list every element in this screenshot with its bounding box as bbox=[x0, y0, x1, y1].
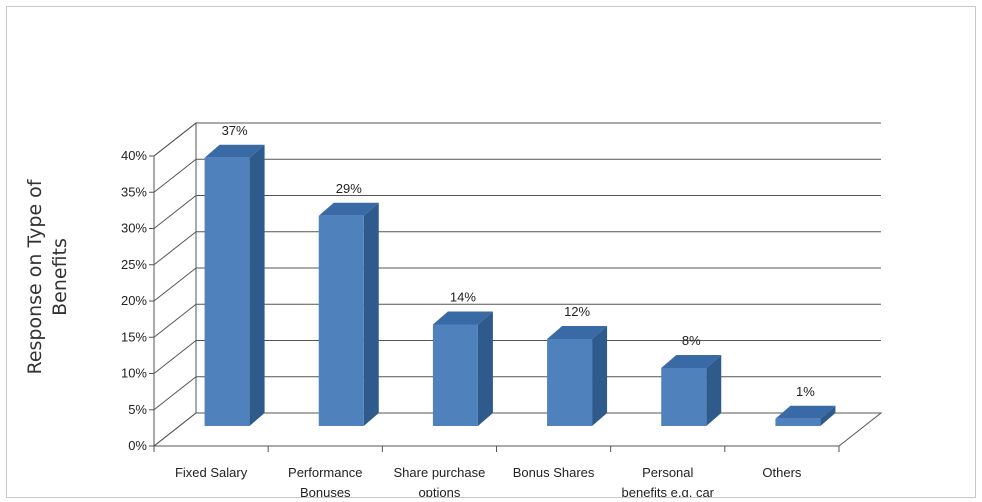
gridline-diagonal bbox=[153, 158, 197, 193]
bar-front bbox=[661, 368, 707, 426]
bars bbox=[204, 144, 836, 426]
category-label: options bbox=[418, 485, 460, 497]
bar-side bbox=[706, 355, 722, 426]
y-axis-title: Response on Type of Benefits bbox=[24, 178, 71, 374]
gridline-diagonal bbox=[153, 122, 197, 157]
bar bbox=[318, 202, 379, 426]
y-tick-label: 35% bbox=[121, 184, 147, 199]
gridline-diagonal bbox=[153, 267, 197, 302]
gridline-diagonal bbox=[153, 340, 197, 374]
gridline-diagonal bbox=[153, 303, 197, 338]
chart-frame: 0% 5% 10% 15% 20% 25% 30% 35% 40% 37% 29% 14% 12% 8%… bbox=[6, 6, 976, 498]
data-label: 37% bbox=[222, 123, 248, 138]
data-labels: 37% 29% 14% 12% 8% 1% bbox=[222, 123, 816, 399]
bar-chart: 0% 5% 10% 15% 20% 25% 30% 35% 40% 37% 29% 14% 12% 8%… bbox=[24, 121, 883, 497]
bar-front bbox=[204, 157, 250, 426]
y-axis-ticks: 0% 5% 10% 15% 20% 25% 30% 35% 40% bbox=[121, 148, 155, 453]
category-label: Bonus Shares bbox=[513, 465, 595, 480]
bar-front bbox=[547, 339, 593, 426]
bar-top bbox=[318, 202, 379, 216]
category-label: Share purchase bbox=[394, 465, 486, 480]
gridline-diagonal bbox=[153, 231, 197, 266]
bar-side bbox=[363, 202, 379, 426]
data-label: 14% bbox=[450, 290, 476, 305]
bar-front bbox=[318, 215, 364, 426]
category-label: Bonuses bbox=[300, 485, 351, 497]
bar bbox=[547, 326, 608, 426]
y-tick-label: 0% bbox=[128, 438, 147, 453]
data-label: 12% bbox=[564, 304, 590, 319]
y-tick-label: 25% bbox=[121, 257, 147, 272]
bar-front bbox=[775, 418, 821, 426]
y-tick-label: 40% bbox=[121, 148, 147, 163]
bar-front bbox=[432, 324, 478, 426]
y-tick-label: 15% bbox=[121, 329, 147, 344]
data-label: 29% bbox=[336, 181, 362, 196]
bar bbox=[432, 311, 493, 426]
bar-top bbox=[775, 405, 836, 419]
bar bbox=[204, 144, 265, 426]
bar bbox=[661, 355, 722, 426]
category-label: Personal bbox=[642, 465, 693, 480]
category-label: benefits e.g. car bbox=[622, 485, 715, 497]
bar-top bbox=[547, 326, 608, 339]
bar-side bbox=[477, 311, 493, 426]
data-label: 8% bbox=[682, 333, 701, 348]
gridline-diagonal bbox=[153, 195, 197, 229]
bar-side bbox=[820, 405, 836, 426]
y-tick-label: 30% bbox=[121, 221, 147, 236]
category-label: Others bbox=[762, 465, 802, 480]
bar-side bbox=[592, 326, 608, 426]
gridlines bbox=[153, 122, 881, 411]
bar-top bbox=[432, 311, 493, 325]
gridline-diagonal bbox=[153, 376, 197, 411]
bar-top bbox=[204, 144, 265, 158]
bar-side bbox=[249, 144, 265, 426]
y-axis-title-line: Response on Type of bbox=[24, 178, 46, 374]
floor bbox=[152, 412, 883, 447]
bar-top bbox=[661, 355, 722, 368]
y-axis-title-line: Benefits bbox=[49, 238, 71, 316]
y-tick-label: 20% bbox=[121, 293, 147, 308]
y-tick-label: 10% bbox=[121, 366, 147, 381]
category-label: Fixed Salary bbox=[175, 465, 248, 480]
category-labels: Fixed Salary Performance Bonuses Share purc… bbox=[153, 446, 840, 497]
category-label: Performance bbox=[288, 465, 362, 480]
y-tick-label: 5% bbox=[128, 402, 147, 417]
data-label: 1% bbox=[796, 384, 815, 399]
bar bbox=[775, 405, 836, 426]
